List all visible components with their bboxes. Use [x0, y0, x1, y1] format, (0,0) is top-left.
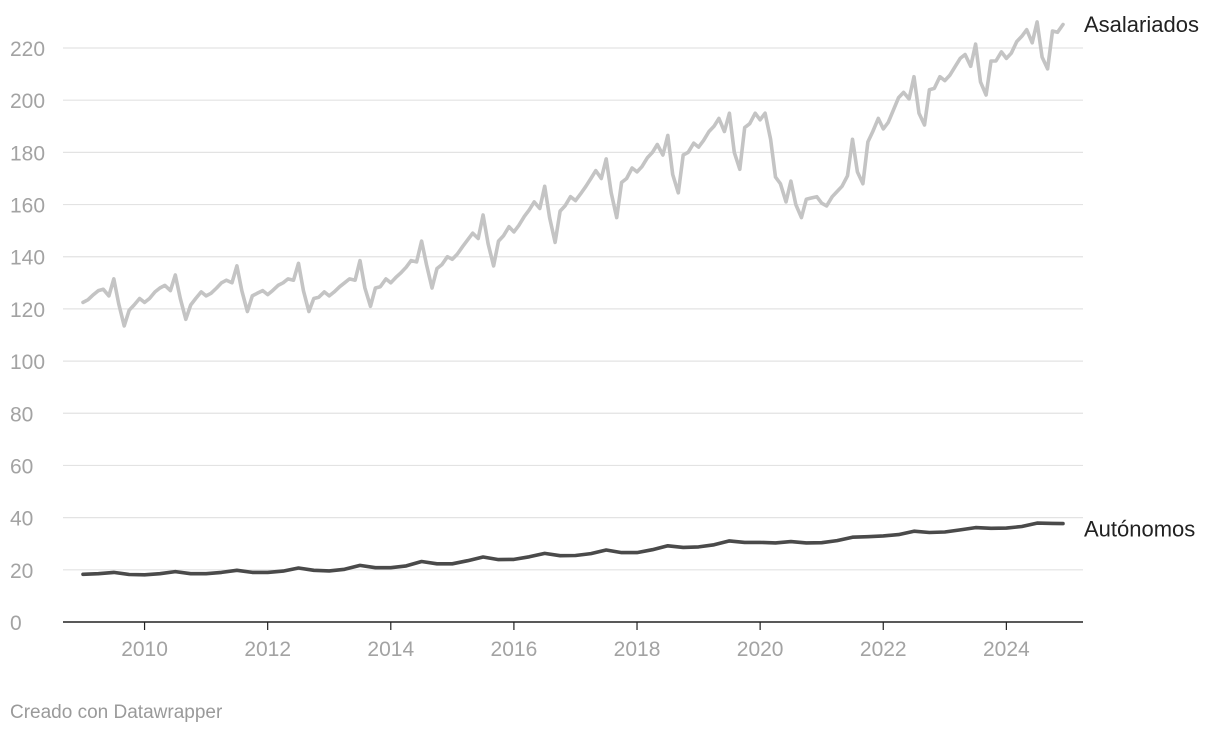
x-tick-label-2016: 2016 [491, 638, 538, 661]
x-axis-tick-labels: 2010 2012 2014 2016 2018 2020 2022 2024 [121, 622, 1030, 661]
y-tick-label-20: 20 [10, 560, 33, 583]
series-line-asalariados [81, 20, 1065, 328]
y-tick-label-40: 40 [10, 508, 33, 531]
x-tick-label-2020: 2020 [737, 638, 784, 661]
series-labels: Asalariados Autónomos [1084, 12, 1199, 542]
x-tick-label-2014: 2014 [367, 638, 414, 661]
x-tick-label-2012: 2012 [244, 638, 291, 661]
y-tick-label-140: 140 [10, 247, 45, 270]
y-tick-label-160: 160 [10, 195, 45, 218]
gridlines [63, 47, 1083, 571]
x-tick-label-2024: 2024 [983, 638, 1030, 661]
y-tick-label-200: 200 [10, 90, 45, 113]
y-tick-label-220: 220 [10, 38, 45, 61]
y-tick-label-0: 0 [10, 612, 22, 635]
y-tick-label-100: 100 [10, 351, 45, 374]
series-line-autnomos [81, 521, 1065, 577]
y-tick-label-60: 60 [10, 455, 33, 478]
x-tick-label-2018: 2018 [614, 638, 661, 661]
y-tick-label-180: 180 [10, 142, 45, 165]
x-tick-label-2010: 2010 [121, 638, 168, 661]
series-label-autnomos: Autónomos [1084, 517, 1195, 542]
y-axis-tick-labels: 0 20 40 60 80 100 120 140 160 180 200 220 [10, 38, 45, 635]
y-tick-label-120: 120 [10, 299, 45, 322]
series-lines [81, 20, 1065, 577]
y-tick-label-80: 80 [10, 403, 33, 426]
datawrapper-credit: Creado con Datawrapper [10, 702, 223, 723]
x-tick-label-2022: 2022 [860, 638, 907, 661]
series-label-asalariados: Asalariados [1084, 12, 1199, 37]
